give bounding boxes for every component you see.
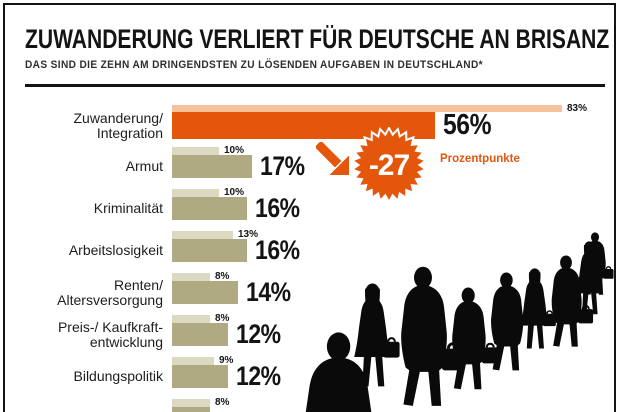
row-label: Bildungspolitik (0, 365, 164, 388)
row-label-line: Zuwanderung/ (73, 109, 163, 126)
row-label: Armut (0, 155, 163, 178)
row-label-line: Renten/ (113, 276, 163, 293)
row-label-line: entwicklung (89, 333, 163, 350)
previous-value-label: 10% (224, 145, 245, 156)
previous-value-label: 8% (215, 397, 230, 408)
row-bars: 10% 17% (172, 145, 612, 181)
current-value-label: 14% (246, 277, 291, 307)
previous-value-bar (172, 231, 233, 239)
row-label: Arbeitslosigkeit (0, 239, 163, 262)
row-bars: 13% 16% (172, 229, 612, 265)
chart-row: Armut 10% 17% (0, 145, 620, 181)
row-label: Renten/Altersversorgung (0, 276, 163, 307)
bar-chart: Zuwanderung/Integration 83% 56% Armut 10… (0, 103, 620, 412)
previous-value-bar (172, 273, 210, 281)
row-label-line: Armut (125, 158, 163, 174)
row-label-line: Kriminalität (93, 200, 163, 216)
current-value-bar (172, 407, 210, 412)
previous-value-label: 13% (238, 229, 259, 240)
row-label-line: Soziale Sicherung (50, 411, 163, 412)
row-label: Soziale Sicherung (0, 407, 163, 412)
current-value-label: 16% (255, 235, 300, 265)
current-value-label: 56% (443, 109, 492, 141)
row-bars: 8% 14% (172, 271, 612, 307)
previous-value-bar (172, 399, 210, 407)
current-value-bar (172, 155, 252, 178)
previous-value-label: 10% (224, 187, 245, 198)
previous-value-label: 8% (215, 271, 230, 282)
current-value-bar (172, 239, 247, 262)
current-value-label: 17% (260, 151, 305, 181)
row-bars: 10% 16% (172, 187, 612, 223)
page-title: ZUWANDERUNG VERLIERT FÜR DEUTSCHE AN BRI… (25, 24, 610, 54)
page-subtitle: DAS SIND DIE ZEHN AM DRINGENDSTEN ZU LÖS… (25, 59, 483, 71)
row-bars: 8% (172, 397, 612, 412)
chart-row: Bildungspolitik 9% 12% (0, 355, 620, 391)
current-value-label: 12% (236, 319, 281, 349)
starburst-icon (351, 127, 427, 203)
row-label: Zuwanderung/Integration (0, 109, 163, 141)
row-label-line: Preis-/ Kaufkraft- (57, 318, 163, 335)
previous-value-bar (172, 357, 214, 365)
migrants-silhouette-illustration (299, 180, 614, 412)
previous-value-label: 8% (215, 313, 230, 324)
chart-row: Kriminalität 10% 16% (0, 187, 620, 223)
chart-row: Preis-/ Kaufkraft-entwicklung 8% 12% (0, 313, 620, 349)
row-label: Kriminalität (0, 197, 163, 220)
current-value-label: 16% (255, 193, 300, 223)
arrow-down-right-icon (316, 142, 349, 175)
current-value-bar (172, 365, 228, 388)
current-value-label: 12% (236, 361, 281, 391)
chart-row: Soziale Sicherung 8% (0, 397, 620, 412)
header-divider (25, 84, 605, 87)
current-value-bar (172, 281, 238, 304)
current-value-bar (172, 197, 247, 220)
previous-value-label: 9% (219, 355, 234, 366)
chart-row: Zuwanderung/Integration 83% 56% (0, 103, 620, 141)
change-badge: -27 (351, 127, 427, 203)
row-label-line: Bildungspolitik (73, 368, 164, 384)
badge-caption: Prozentpunkte (440, 153, 520, 165)
row-bars: 8% 12% (172, 313, 612, 349)
previous-value-bar (172, 147, 219, 155)
row-label-line: Arbeitslosigkeit (68, 242, 163, 258)
bar-rows: Zuwanderung/Integration 83% 56% Armut 10… (0, 103, 620, 412)
row-bars: 83% 56% (172, 103, 612, 141)
row-label-line: Integration (96, 124, 163, 141)
row-bars: 9% 12% (172, 355, 612, 391)
previous-value-bar (172, 105, 562, 112)
chart-row: Arbeitslosigkeit 13% 16% (0, 229, 620, 265)
previous-value-bar (172, 315, 210, 323)
current-value-bar (172, 323, 228, 346)
previous-value-label: 83% (567, 103, 588, 114)
badge-value: -27 (369, 149, 410, 182)
row-label-line: Altersversorgung (57, 291, 163, 308)
previous-value-bar (172, 189, 219, 197)
row-label: Preis-/ Kaufkraft-entwicklung (0, 318, 163, 349)
chart-row: Renten/Altersversorgung 8% 14% (0, 271, 620, 307)
